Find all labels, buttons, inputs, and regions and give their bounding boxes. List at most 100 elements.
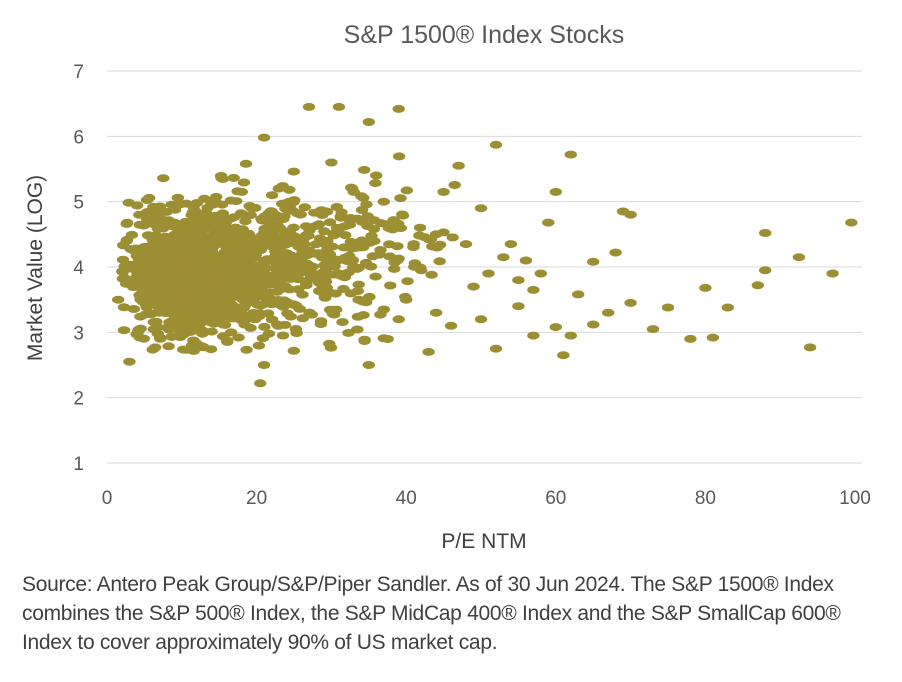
data-point [684, 334, 697, 343]
data-point [227, 173, 240, 182]
y-axis-ticks: 1 2 3 4 5 6 7 [73, 62, 84, 475]
data-point [254, 379, 267, 388]
x-tick-label: 20 [246, 488, 267, 509]
data-point [245, 272, 258, 281]
data-point [116, 267, 129, 276]
data-point [549, 323, 562, 332]
data-point [235, 309, 248, 318]
data-point [178, 272, 191, 281]
data-point [459, 240, 473, 249]
data-point [261, 309, 275, 318]
data-point [381, 335, 394, 343]
data-point [117, 326, 131, 335]
data-point [323, 218, 337, 227]
data-point [205, 239, 218, 248]
data-point [325, 258, 338, 266]
scatter-chart: S&P 1500® Index Stocks 1 2 3 4 5 6 7 0 20 40 60 80… [24, 21, 871, 553]
data-point [803, 343, 817, 352]
data-point [174, 226, 187, 235]
data-point [314, 320, 328, 329]
data-point [149, 343, 162, 352]
data-point [534, 269, 547, 278]
data-point [388, 264, 401, 273]
data-point [191, 309, 204, 318]
data-point [171, 193, 185, 202]
data-point [309, 240, 323, 249]
data-point [721, 303, 734, 312]
chart-title: S&P 1500® Index Stocks [344, 21, 625, 49]
data-point [358, 165, 371, 174]
data-point [247, 309, 260, 318]
data-point [288, 233, 301, 242]
data-point [195, 269, 208, 278]
data-point [258, 322, 271, 331]
data-point [646, 325, 660, 334]
data-point [136, 297, 150, 306]
data-point [343, 220, 356, 229]
data-point [137, 280, 150, 289]
data-point [257, 133, 271, 142]
data-point [299, 231, 313, 240]
data-point [385, 223, 398, 232]
data-point [144, 273, 157, 282]
data-point [153, 202, 167, 211]
data-point [347, 187, 360, 196]
data-point [163, 322, 176, 330]
data-point [252, 244, 265, 253]
data-point [362, 118, 375, 126]
data-point [138, 243, 151, 251]
data-point [237, 235, 250, 244]
data-point [292, 285, 305, 294]
data-point [394, 194, 407, 203]
data-point [845, 218, 858, 227]
data-point [367, 225, 381, 233]
data-point [312, 278, 326, 287]
data-point [202, 257, 215, 266]
data-point [474, 204, 488, 213]
data-point [352, 280, 365, 289]
data-point [338, 273, 351, 282]
data-point [254, 263, 268, 272]
data-point [117, 303, 131, 312]
data-point [392, 152, 406, 161]
data-point [187, 346, 200, 355]
y-axis-label: Market Value (LOG) [24, 175, 47, 361]
data-point [474, 315, 488, 324]
data-point [751, 281, 764, 290]
data-point [221, 337, 234, 346]
y-tick-label: 7 [73, 62, 84, 83]
data-point [155, 275, 169, 284]
data-point [792, 253, 806, 262]
data-point [369, 179, 382, 188]
data-point [512, 302, 525, 311]
data-point [400, 295, 413, 304]
data-point [157, 174, 170, 183]
data-point [191, 322, 204, 331]
data-point [557, 351, 570, 360]
data-point [167, 204, 181, 212]
data-point [189, 299, 202, 308]
data-point [136, 261, 149, 269]
data-point [356, 297, 370, 306]
data-point [162, 342, 175, 351]
data-point [125, 230, 139, 239]
data-point [337, 284, 350, 293]
data-point [305, 310, 318, 319]
data-point [587, 320, 600, 329]
data-point [342, 328, 355, 337]
data-point [430, 243, 444, 252]
data-point [344, 214, 357, 222]
data-point [253, 285, 267, 294]
data-point [519, 256, 533, 265]
y-tick-label: 1 [73, 454, 84, 475]
data-point [161, 255, 174, 264]
data-point [452, 161, 465, 170]
data-point [211, 288, 224, 297]
x-tick-label: 0 [102, 488, 113, 509]
data-point [230, 197, 243, 206]
data-point [383, 240, 396, 249]
data-point [234, 209, 248, 218]
x-axis-label: P/E NTM [441, 530, 526, 553]
data-point [355, 236, 369, 245]
data-point [265, 191, 279, 200]
